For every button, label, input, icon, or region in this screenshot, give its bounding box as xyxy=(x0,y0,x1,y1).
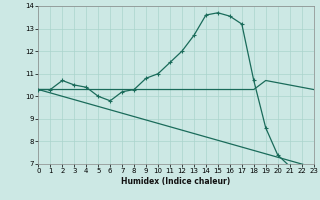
X-axis label: Humidex (Indice chaleur): Humidex (Indice chaleur) xyxy=(121,177,231,186)
